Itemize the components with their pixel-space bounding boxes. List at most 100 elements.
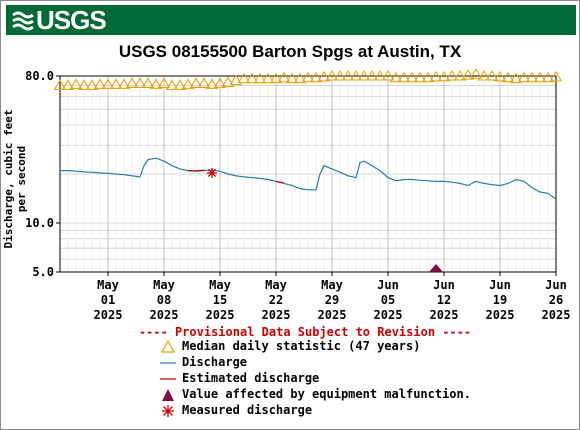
legend-equipment-label: Value affected by equipment malfunction. xyxy=(182,387,471,401)
y-tick-label: 10.0 xyxy=(25,216,54,230)
median-marker xyxy=(53,79,67,90)
median-marker xyxy=(173,79,187,90)
median-marker xyxy=(309,71,323,83)
legend-measured-label: Measured discharge xyxy=(182,403,313,417)
median-marker xyxy=(141,77,155,88)
x-tick-label: 2025 xyxy=(430,308,459,322)
legend-median-icon xyxy=(160,339,176,353)
x-tick-label: May xyxy=(153,278,175,292)
y-tick-label: 5.0 xyxy=(32,265,54,279)
median-marker xyxy=(77,79,91,90)
median-marker xyxy=(101,78,115,89)
x-tick-label: 2025 xyxy=(486,308,515,322)
median-marker xyxy=(277,71,291,83)
legend-discharge-icon xyxy=(160,362,176,364)
plot-area xyxy=(59,75,557,273)
median-marker xyxy=(69,78,83,89)
usgs-wave-icon xyxy=(12,11,34,31)
y-tick-label: 80.0 xyxy=(25,69,54,83)
discharge-line xyxy=(60,157,557,200)
median-marker xyxy=(237,72,251,84)
x-tick-label: 12 xyxy=(437,293,451,307)
x-tick-label: 2025 xyxy=(542,308,571,322)
median-marker xyxy=(205,78,219,89)
legend-estimated-label: Estimated discharge xyxy=(182,371,320,385)
median-marker xyxy=(437,70,451,82)
x-tick-label: May xyxy=(209,278,231,292)
x-tick-label: May xyxy=(265,278,287,292)
median-marker xyxy=(525,71,539,83)
median-marker xyxy=(197,77,211,88)
legend-median-label: Median daily statistic (47 years) xyxy=(182,339,421,353)
median-marker xyxy=(221,76,235,87)
x-tick-label: 2025 xyxy=(94,308,123,322)
x-tick-label: 2025 xyxy=(318,308,347,322)
median-marker xyxy=(253,72,267,84)
median-marker xyxy=(61,79,75,90)
median-marker xyxy=(517,71,531,83)
x-tick-label: 2025 xyxy=(150,308,179,322)
median-marker xyxy=(93,78,107,89)
median-marker xyxy=(413,71,427,83)
estimated-discharge-line xyxy=(275,180,285,184)
median-marker xyxy=(149,78,163,89)
median-marker xyxy=(421,71,435,83)
x-tick-label: Jun xyxy=(545,278,567,292)
median-marker xyxy=(317,70,331,82)
median-marker xyxy=(477,70,491,81)
median-marker xyxy=(293,72,307,84)
x-tick-label: 2025 xyxy=(206,308,235,322)
median-marker xyxy=(397,71,411,83)
x-tick-label: May xyxy=(97,278,119,292)
median-marker xyxy=(157,77,171,88)
median-marker xyxy=(493,70,507,82)
median-marker xyxy=(533,71,547,83)
provisional-notice: ---- Provisional Data Subject to Revisio… xyxy=(138,325,472,339)
x-tick-label: May xyxy=(321,278,343,292)
median-marker xyxy=(349,70,363,81)
median-marker xyxy=(469,68,483,79)
median-marker xyxy=(461,69,475,80)
median-marker xyxy=(541,71,555,83)
median-marker xyxy=(333,70,347,81)
legend-equipment-icon xyxy=(162,389,174,401)
median-marker xyxy=(269,72,283,84)
median-marker xyxy=(301,71,315,83)
x-tick-label: 22 xyxy=(269,293,283,307)
x-tick-label: 2025 xyxy=(262,308,291,322)
median-marker xyxy=(285,72,299,84)
x-tick-label: 15 xyxy=(213,293,227,307)
median-marker xyxy=(373,70,387,81)
measured-discharge-marker xyxy=(207,167,217,178)
x-tick-label: 19 xyxy=(493,293,507,307)
median-marker xyxy=(549,70,563,82)
median-marker xyxy=(245,72,259,84)
usgs-logo[interactable]: USGS xyxy=(12,5,107,35)
median-marker xyxy=(405,71,419,83)
median-marker xyxy=(165,79,179,90)
median-marker xyxy=(109,78,123,89)
x-tick-label: 08 xyxy=(157,293,171,307)
legend-estimated-icon xyxy=(160,378,176,380)
median-marker xyxy=(261,72,275,84)
median-marker xyxy=(229,74,243,86)
median-marker xyxy=(509,72,523,84)
legend-measured-icon xyxy=(162,405,174,417)
median-marker xyxy=(429,70,443,82)
median-marker xyxy=(133,77,147,88)
x-tick-label: 29 xyxy=(325,293,339,307)
median-marker xyxy=(341,70,355,81)
median-marker xyxy=(181,78,195,89)
median-marker xyxy=(389,71,403,83)
legend-discharge-label: Discharge xyxy=(182,355,248,369)
x-tick-label: 26 xyxy=(549,293,563,307)
median-marker xyxy=(125,77,139,88)
median-marker xyxy=(381,70,395,81)
x-tick-label: 05 xyxy=(381,293,395,307)
median-marker xyxy=(325,70,339,81)
median-marker xyxy=(501,71,515,83)
median-marker xyxy=(445,70,459,81)
median-marker xyxy=(117,78,131,89)
x-tick-label: 01 xyxy=(101,293,115,307)
